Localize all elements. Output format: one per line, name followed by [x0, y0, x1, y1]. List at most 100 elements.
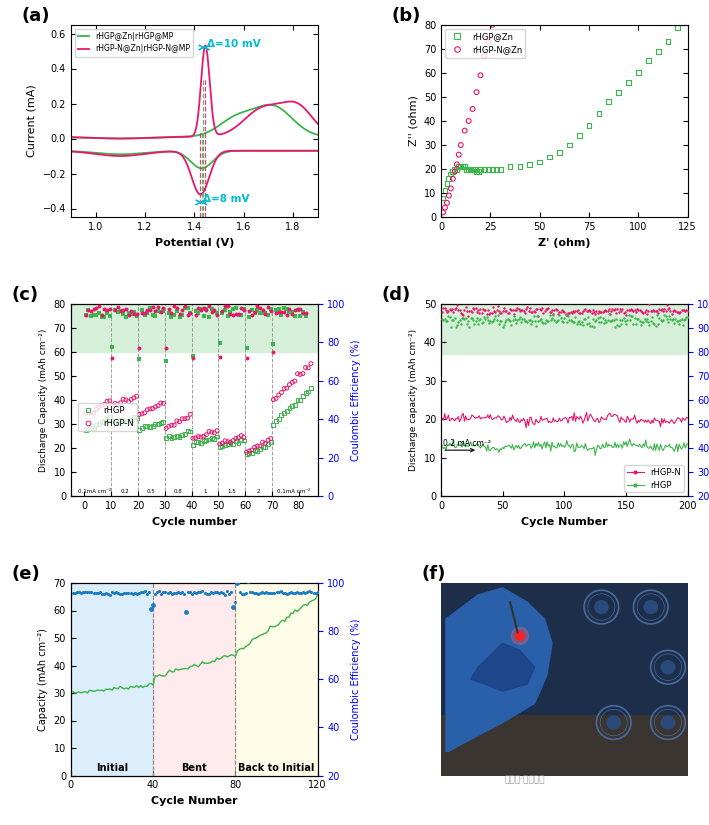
Point: [300, 309, 311, 323]
Point: [96, 311, 108, 324]
Point: [460, 312, 471, 325]
Point: [581, 318, 592, 331]
Point: [650, 304, 661, 318]
Point: [244, 304, 255, 318]
Point: [160, 342, 172, 355]
Point: [585, 304, 596, 318]
Point: [74, 586, 85, 599]
Point: [233, 307, 244, 320]
Point: [108, 587, 120, 600]
Circle shape: [661, 715, 676, 730]
Point: [125, 587, 136, 600]
Point: [559, 312, 570, 325]
Point: [552, 307, 564, 320]
Point: [286, 307, 298, 320]
Point: [121, 414, 132, 427]
Point: [157, 302, 169, 315]
Point: [273, 412, 284, 426]
Legend: rHGP@Zn|rHGP@MP, rHGP-N@Zn|rHGP-N@MP: rHGP@Zn|rHGP@MP, rHGP-N@Zn|rHGP-N@MP: [74, 29, 194, 56]
Point: [535, 304, 547, 317]
Point: [454, 314, 465, 327]
Circle shape: [511, 628, 529, 644]
Point: [177, 304, 188, 317]
Point: [484, 317, 495, 330]
Point: [203, 587, 214, 601]
Point: [265, 432, 277, 446]
Point: [121, 394, 132, 407]
Point: [147, 419, 158, 432]
Point: [255, 306, 266, 319]
Point: [244, 586, 255, 599]
Point: [544, 150, 555, 163]
Point: [506, 304, 517, 317]
Point: [182, 412, 194, 425]
Text: 0.8: 0.8: [174, 489, 182, 494]
Point: [550, 315, 562, 328]
Point: [559, 305, 570, 318]
Point: [659, 302, 670, 315]
Point: [123, 308, 134, 321]
Point: [440, 314, 452, 328]
Point: [603, 303, 615, 316]
Point: [115, 304, 126, 318]
Point: [91, 418, 102, 431]
Point: [214, 337, 225, 350]
Point: [467, 313, 479, 326]
Point: [249, 443, 260, 456]
Text: 0.5: 0.5: [147, 489, 156, 494]
Point: [267, 586, 278, 599]
Point: [667, 313, 679, 326]
Point: [572, 315, 584, 328]
Point: [565, 314, 576, 327]
Point: [233, 309, 244, 322]
Point: [184, 425, 196, 438]
Point: [440, 184, 451, 197]
Y-axis label: Coulombic Efficiency (%): Coulombic Efficiency (%): [351, 619, 362, 740]
Point: [143, 585, 155, 598]
Point: [598, 317, 610, 330]
Point: [300, 306, 311, 319]
Point: [179, 299, 191, 313]
Point: [670, 312, 681, 325]
Text: 0.2: 0.2: [120, 489, 129, 494]
Point: [622, 304, 633, 317]
Y-axis label: Current (mA): Current (mA): [27, 85, 37, 158]
Point: [303, 385, 314, 398]
Point: [597, 306, 608, 319]
Point: [259, 441, 271, 454]
Point: [642, 313, 653, 326]
Point: [627, 318, 639, 331]
Point: [294, 586, 305, 599]
Point: [111, 586, 122, 599]
Point: [544, 308, 555, 321]
Point: [213, 587, 225, 600]
Point: [75, 586, 86, 599]
Point: [501, 304, 512, 318]
Point: [180, 606, 191, 619]
Point: [525, 305, 537, 318]
Point: [596, 305, 607, 318]
Point: [112, 305, 123, 318]
Point: [217, 306, 228, 319]
Point: [289, 375, 301, 388]
Point: [584, 317, 595, 330]
Point: [83, 303, 94, 316]
Point: [540, 302, 552, 315]
Point: [133, 423, 145, 436]
Point: [219, 438, 230, 451]
Point: [659, 309, 670, 322]
Text: Back to Initial: Back to Initial: [238, 763, 315, 773]
Point: [208, 432, 220, 446]
Point: [262, 438, 274, 451]
Point: [527, 309, 540, 323]
Point: [99, 303, 110, 316]
Point: [482, 314, 493, 327]
Point: [259, 436, 271, 450]
Point: [471, 165, 482, 178]
Point: [83, 422, 94, 436]
Point: [294, 302, 306, 315]
Point: [128, 305, 140, 318]
Point: [206, 305, 218, 318]
Point: [547, 311, 558, 324]
Point: [599, 304, 610, 317]
